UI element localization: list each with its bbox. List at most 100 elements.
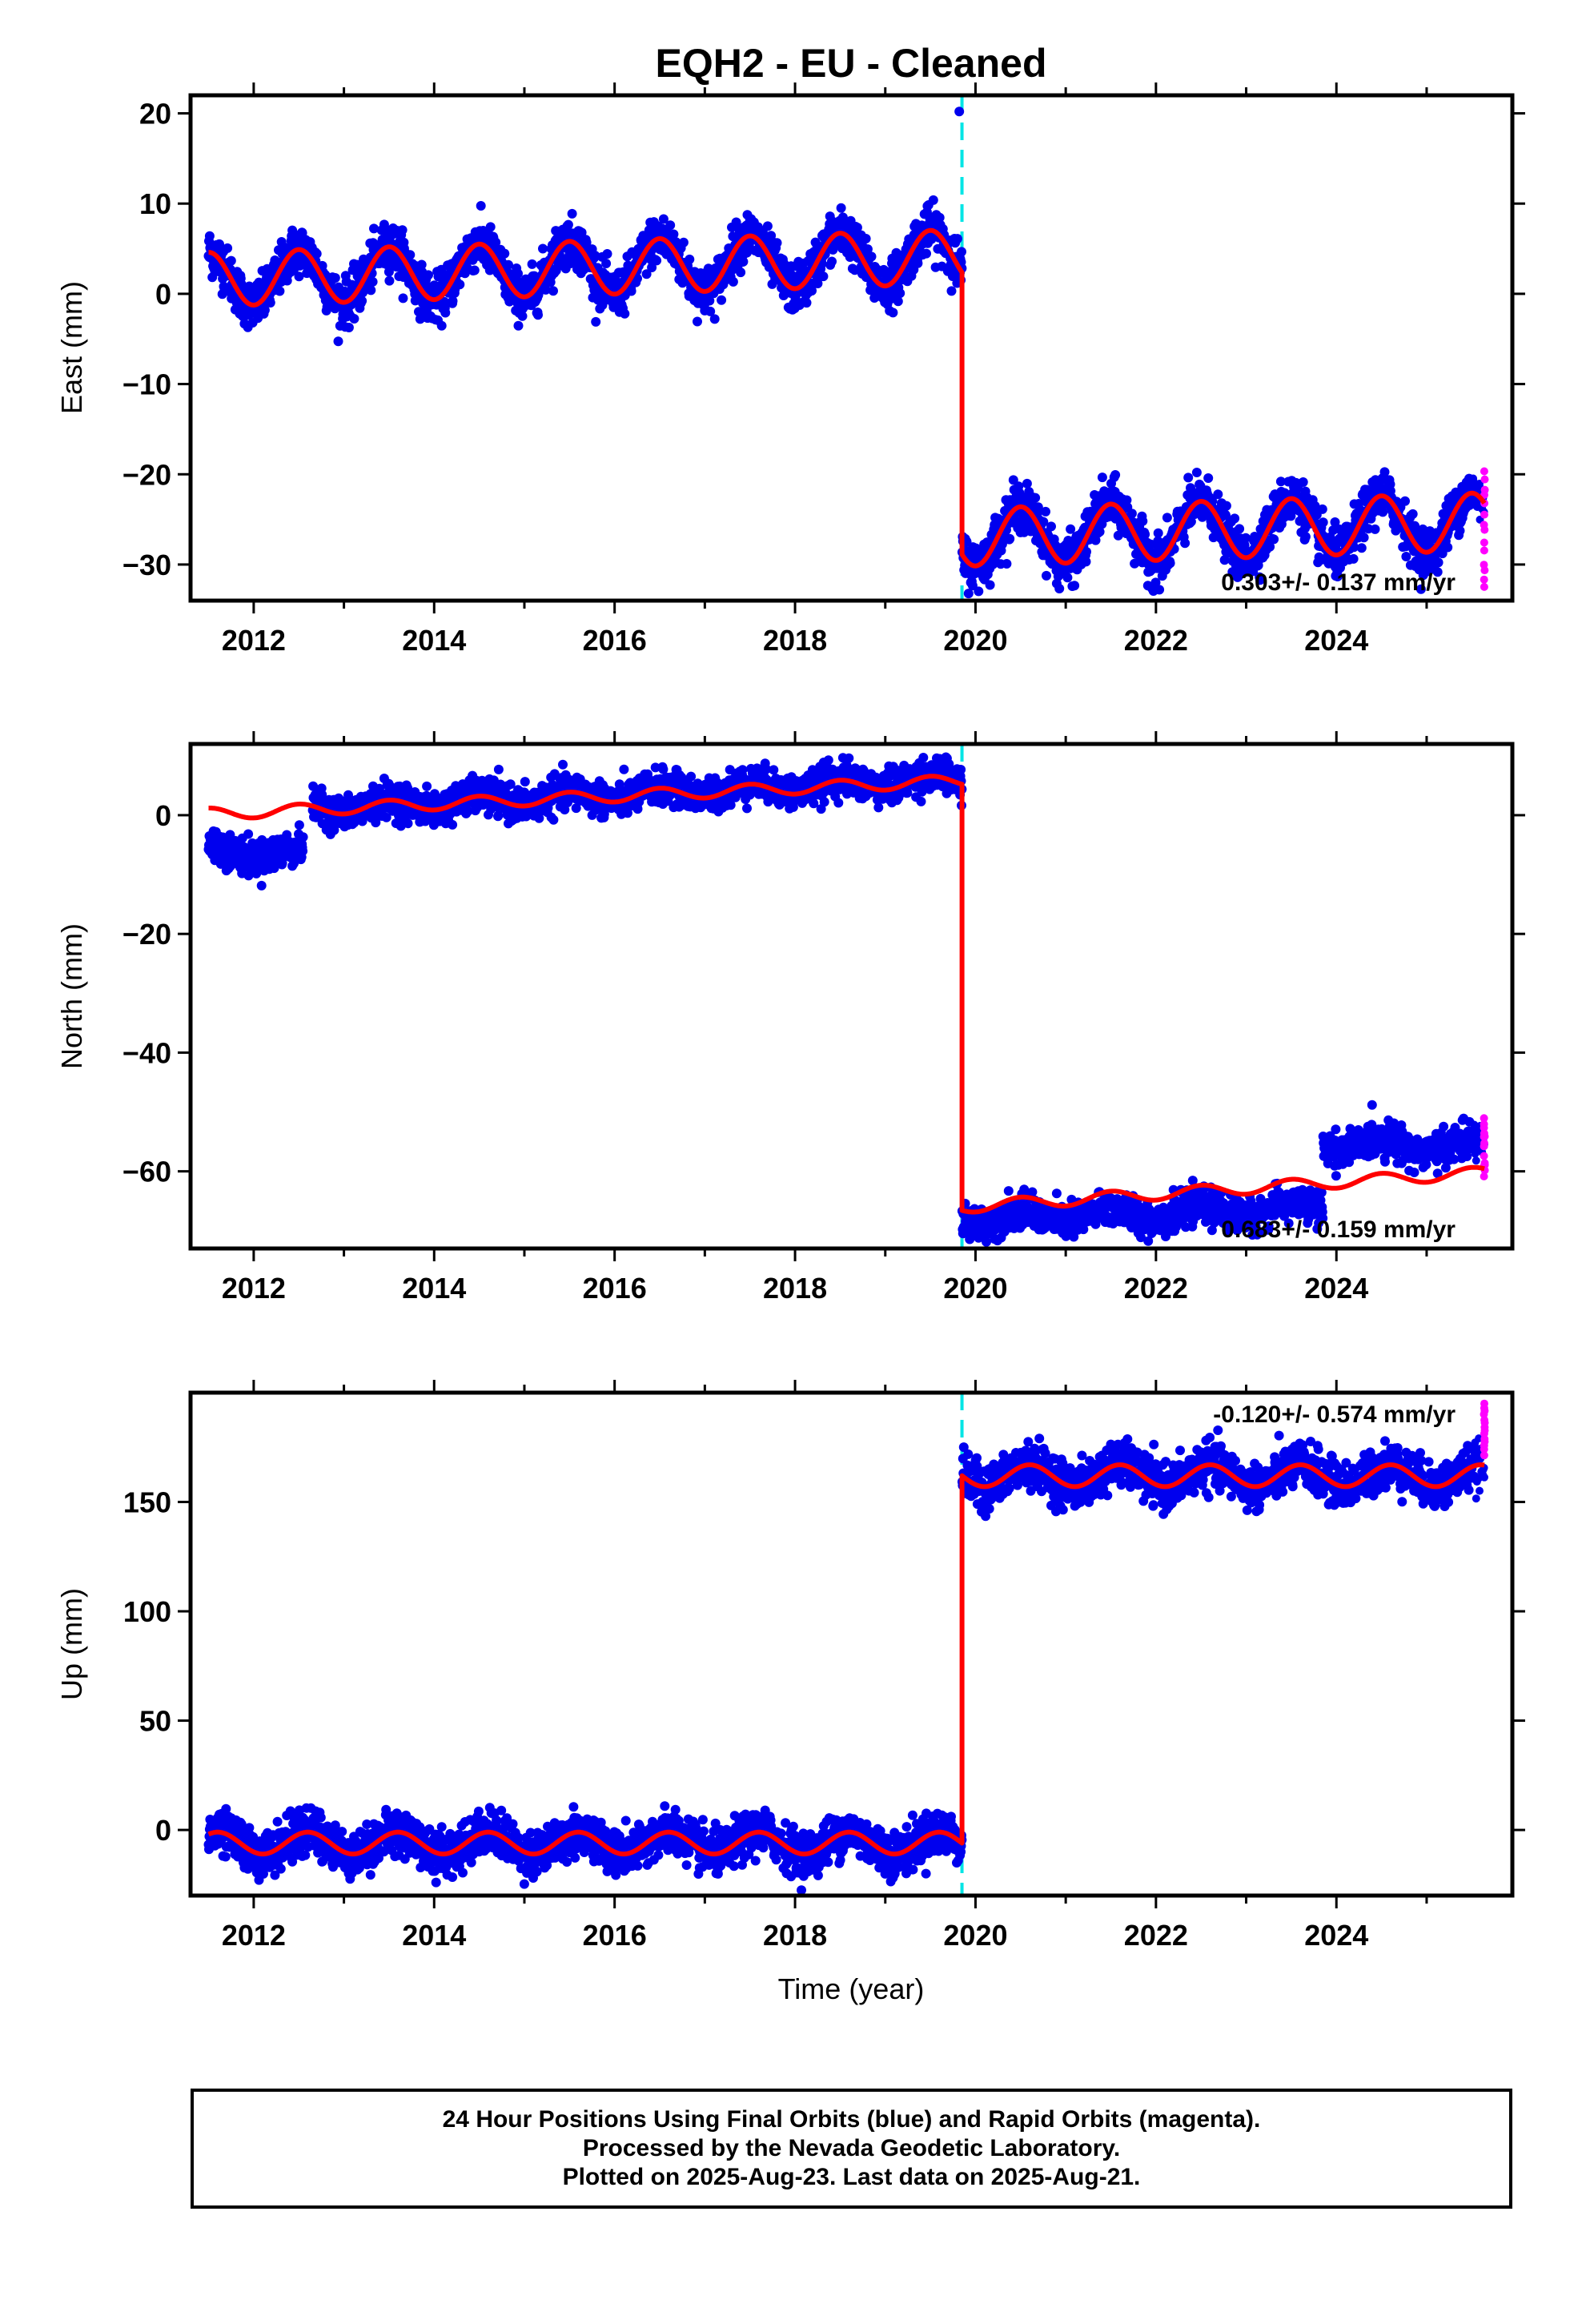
- north-final-point: [742, 803, 752, 814]
- east-final-point: [567, 208, 577, 219]
- east-final-point: [1317, 504, 1327, 514]
- east-final-point: [1433, 557, 1443, 568]
- east-final-point: [1046, 521, 1056, 532]
- east-final-point: [1110, 470, 1121, 480]
- east-final-point: [223, 243, 233, 253]
- east-final-point: [1162, 513, 1172, 523]
- east-final-point: [709, 314, 720, 324]
- east-final-point: [343, 323, 354, 332]
- east-final-point: [548, 286, 558, 296]
- east-final-point: [1062, 573, 1073, 583]
- east-y-tick-label: −20: [122, 458, 171, 491]
- east-final-point: [669, 229, 679, 239]
- east-final-point: [705, 306, 716, 316]
- east-final-point: [762, 221, 773, 231]
- east-final-point: [397, 225, 408, 235]
- east-final-point: [1041, 506, 1050, 517]
- east-final-point: [665, 220, 676, 231]
- east-final-point: [416, 259, 427, 270]
- east-final-point: [1443, 542, 1453, 553]
- east-final-point: [226, 255, 236, 266]
- east-outlier-point: [954, 107, 965, 117]
- east-final-point: [405, 250, 416, 260]
- east-y-tick-label: −30: [122, 549, 171, 581]
- east-final-point: [366, 285, 376, 296]
- east-final-point: [1097, 472, 1107, 483]
- east-rapid-point: [1480, 538, 1488, 547]
- east-final-point: [1180, 538, 1191, 549]
- east-final-point: [717, 295, 727, 305]
- east-final-point: [738, 256, 749, 267]
- east-final-point: [1356, 543, 1367, 553]
- east-final-point: [469, 265, 480, 275]
- east-final-point: [658, 214, 669, 224]
- east-final-point: [985, 580, 995, 590]
- east-final-point: [436, 320, 447, 331]
- east-x-tick-label: 2024: [1304, 624, 1368, 657]
- east-final-point: [626, 286, 636, 296]
- east-final-point: [1230, 513, 1240, 524]
- north-final-point: [619, 764, 629, 774]
- east-final-point: [827, 256, 837, 267]
- north-final-point: [422, 781, 432, 791]
- north-final-point: [256, 880, 267, 891]
- east-final-point: [913, 258, 923, 268]
- north-final-point: [520, 777, 530, 787]
- east-final-point: [601, 259, 612, 268]
- east-rate-label: 0.303+/- 0.137 mm/yr: [1221, 569, 1456, 596]
- east-final-point: [294, 271, 304, 282]
- east-final-point: [500, 248, 510, 259]
- east-final-point: [921, 248, 931, 259]
- east-rapid-point: [1480, 521, 1488, 529]
- east-final-point: [1235, 524, 1245, 534]
- east-final-point: [538, 243, 548, 254]
- east-final-point: [861, 234, 871, 243]
- east-final-point: [1081, 557, 1091, 567]
- east-final-point: [1042, 570, 1051, 581]
- east-rapid-point: [1480, 510, 1488, 519]
- east-x-tick-label: 2020: [943, 624, 1007, 657]
- east-final-point: [1002, 559, 1012, 569]
- east-panel: 2012 2014 2016 2018 2020 2022 2024−30−20−10010…: [55, 82, 1525, 657]
- chart-title: EQH2 - EU - Cleaned: [656, 41, 1047, 86]
- east-y-tick-label: 10: [139, 187, 171, 220]
- east-rapid-point: [1480, 575, 1488, 584]
- east-final-point: [440, 308, 451, 318]
- east-final-point: [893, 296, 903, 307]
- east-final-point: [455, 279, 465, 290]
- east-final-point: [491, 237, 501, 247]
- east-final-point: [705, 296, 715, 306]
- east-final-point: [485, 222, 496, 232]
- east-final-point: [895, 288, 905, 299]
- east-final-point: [1370, 524, 1380, 534]
- east-rapid-point: [1480, 561, 1488, 569]
- east-final-point: [352, 259, 363, 270]
- east-final-point: [1318, 517, 1328, 528]
- east-final-point: [652, 255, 662, 266]
- east-final-point: [527, 259, 537, 269]
- east-final-point: [369, 223, 379, 234]
- east-final-point: [563, 219, 573, 230]
- east-final-point: [533, 310, 543, 320]
- east-y-tick-label: 20: [139, 98, 171, 131]
- east-final-point: [581, 237, 592, 247]
- east-final-point: [311, 248, 322, 259]
- east-final-point: [384, 275, 395, 286]
- north-final-point: [243, 829, 254, 839]
- east-final-point: [540, 284, 551, 295]
- east-final-point: [1407, 509, 1418, 519]
- north-final-point: [294, 820, 304, 830]
- east-final-point: [620, 308, 630, 319]
- east-final-point: [1140, 529, 1150, 540]
- east-final-point: [818, 271, 829, 282]
- east-final-point: [928, 195, 938, 205]
- east-final-point: [946, 286, 957, 296]
- east-x-tick-label: 2016: [583, 624, 647, 657]
- east-final-point: [576, 227, 587, 238]
- east-final-point: [678, 237, 689, 247]
- east-rapid-point: [1480, 475, 1489, 484]
- east-final-point: [1138, 516, 1148, 526]
- east-final-point: [807, 286, 817, 296]
- east-final-point: [957, 247, 966, 257]
